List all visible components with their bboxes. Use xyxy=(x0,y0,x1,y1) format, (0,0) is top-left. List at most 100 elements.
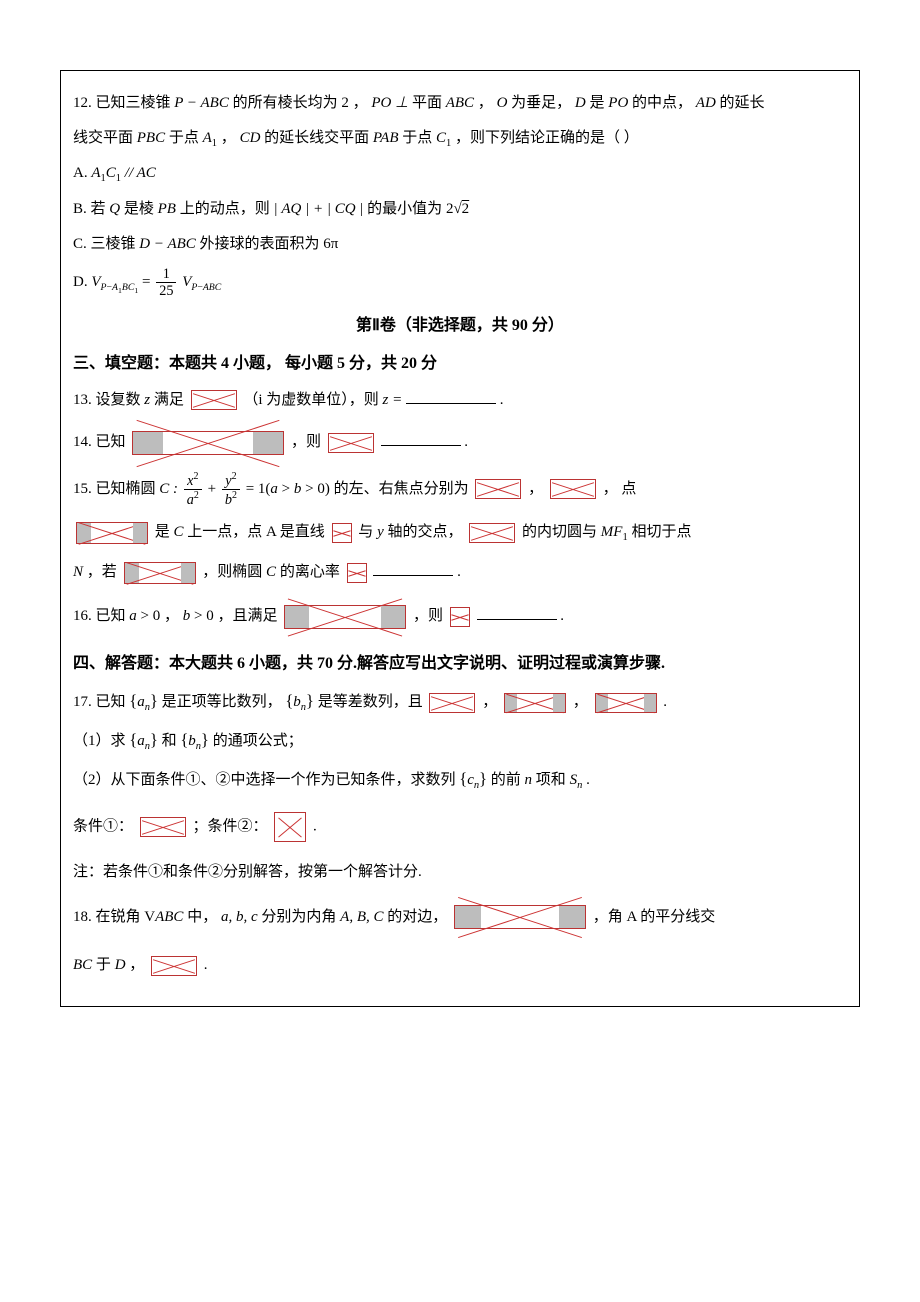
text: 的延长 xyxy=(720,95,765,111)
sum-sn: Sn xyxy=(570,772,583,788)
plus: + xyxy=(208,481,220,497)
missing-image-icon xyxy=(450,607,470,627)
text: 条件①： xyxy=(73,819,137,835)
denominator: a2 xyxy=(184,490,202,508)
missing-image-icon xyxy=(191,390,237,410)
q15-line3: N ，若 ，则椭圆 C 的离心率 . xyxy=(73,558,847,587)
numerator: y2 xyxy=(222,471,240,490)
text: （i 为虚数单位），则 xyxy=(243,392,382,408)
base: V xyxy=(91,274,100,290)
text: 的内切圆与 xyxy=(522,524,601,540)
text: ，则下列结论正确的是（ ） xyxy=(455,130,639,146)
math-expr: C : xyxy=(159,481,178,497)
q17-stem: 17. 已知 an 是正项等比数列， bn 是等差数列，且 ， ， . xyxy=(73,685,847,718)
fraction: y2 b2 xyxy=(222,471,240,508)
base: A xyxy=(203,130,212,146)
text: 和 xyxy=(162,733,181,749)
base: S xyxy=(570,772,578,788)
text: 是正项等比数列， xyxy=(162,694,282,710)
text: ，则 xyxy=(413,608,447,624)
answer-blank xyxy=(406,394,496,404)
text: 14. 已知 xyxy=(73,434,129,450)
text: 于点 xyxy=(402,130,436,146)
missing-image-icon xyxy=(132,431,284,455)
math-expr: C xyxy=(174,524,184,540)
sub: 1 xyxy=(446,138,451,149)
base: V xyxy=(182,274,191,290)
missing-image-icon xyxy=(332,523,352,543)
text: ， xyxy=(129,957,148,973)
text: 线交平面 xyxy=(73,130,137,146)
missing-image-icon xyxy=(151,956,197,976)
missing-image-icon xyxy=(284,605,406,629)
option-label: C. 三棱锥 xyxy=(73,236,139,252)
numerator: 1 xyxy=(156,266,176,283)
text: 15. 已知椭圆 xyxy=(73,481,159,497)
math-expr: BC xyxy=(73,957,92,973)
set-an: an xyxy=(129,694,158,710)
math-expr: a > 0 xyxy=(129,608,160,624)
missing-image-icon xyxy=(328,433,374,453)
math-expr: D xyxy=(115,957,126,973)
text: 上的动点，则 xyxy=(180,201,274,217)
missing-image-icon xyxy=(347,563,367,583)
math-expr: 2√2 xyxy=(446,201,469,217)
fraction: x2 a2 xyxy=(184,471,202,508)
missing-image-icon xyxy=(475,479,521,499)
text: ；条件②： xyxy=(193,819,272,835)
text: ， xyxy=(482,694,501,710)
section2-heading: 第Ⅱ卷（非选择题，共 90 分） xyxy=(73,311,847,341)
denominator: 25 xyxy=(156,283,176,299)
math-expr: AD xyxy=(696,95,716,111)
math-rhs: VP−ABC xyxy=(182,274,221,290)
missing-image-icon xyxy=(429,693,475,713)
math-expr: D − ABC xyxy=(139,236,196,252)
q13: 13. 设复数 z 满足 （i 为虚数单位），则 z = . xyxy=(73,386,847,415)
set-cn: cn xyxy=(459,772,487,788)
q12-option-c: C. 三棱锥 D − ABC 外接球的表面积为 6π xyxy=(73,230,847,259)
text: 的中点， xyxy=(632,95,692,111)
text: . xyxy=(560,608,564,624)
math-expr: PO xyxy=(608,95,628,111)
q17-note: 注：若条件①和条件②分别解答，按第一个解答计分. xyxy=(73,858,847,887)
text: 17. 已知 xyxy=(73,694,129,710)
text: ， xyxy=(528,481,547,497)
q12-option-b: B. 若 Q 是棱 PB 上的动点，则 | AQ | + | CQ | 的最小值… xyxy=(73,195,847,224)
math-expr: 6π xyxy=(323,236,338,252)
eq: = xyxy=(142,274,154,290)
option-label: B. 若 xyxy=(73,201,109,217)
q17-conditions: 条件①： ；条件②： . xyxy=(73,812,847,842)
triangle-abc: VABC xyxy=(144,909,183,925)
q16: 16. 已知 a > 0 ， b > 0 ，且满足 ，则 . xyxy=(73,602,847,631)
option-label: D. xyxy=(73,274,91,290)
text: 是棱 xyxy=(124,201,158,217)
set-bn: bn xyxy=(180,733,209,749)
math-expr: C xyxy=(266,564,276,580)
sub: P−A1BC1 xyxy=(101,282,139,293)
math-expr: D xyxy=(575,95,586,111)
text: （2）从下面条件①、②中选择一个作为已知条件，求数列 xyxy=(73,772,459,788)
text: 平面 xyxy=(412,95,446,111)
set-an: an xyxy=(129,733,158,749)
math-expr: Q xyxy=(109,201,120,217)
content-frame: 12. 已知三棱锥 P − ABC 的所有棱长均为 2 ， PO ⊥ 平面 AB… xyxy=(60,70,860,1007)
text: . xyxy=(663,694,667,710)
q18-line2: BC 于 D ， . xyxy=(73,951,847,980)
text: 的前 xyxy=(491,772,525,788)
math-expr: y xyxy=(377,524,384,540)
q15-line2: 是 C 上一点，点 A 是直线 与 y 轴的交点， 的内切圆与 MF1 相切于点 xyxy=(73,518,847,548)
q18-line1: 18. 在锐角 VABC 中， a, b, c 分别为内角 A, B, C 的对… xyxy=(73,903,847,932)
math-expr: b > 0 xyxy=(183,608,214,624)
text: . xyxy=(204,957,208,973)
math-expr: PB xyxy=(158,201,176,217)
q14: 14. 已知 ，则 . xyxy=(73,428,847,457)
var-z: z xyxy=(144,392,150,408)
text: ， xyxy=(573,694,592,710)
text: 轴的交点， xyxy=(387,524,466,540)
text: ，且满足 xyxy=(217,608,281,624)
q12-stem-line1: 12. 已知三棱锥 P − ABC 的所有棱长均为 2 ， PO ⊥ 平面 AB… xyxy=(73,89,847,118)
fraction: 1 25 xyxy=(156,266,176,300)
text: 为垂足， xyxy=(511,95,571,111)
text: 上一点，点 A 是直线 xyxy=(187,524,328,540)
math-expr: a, b, c xyxy=(221,909,258,925)
